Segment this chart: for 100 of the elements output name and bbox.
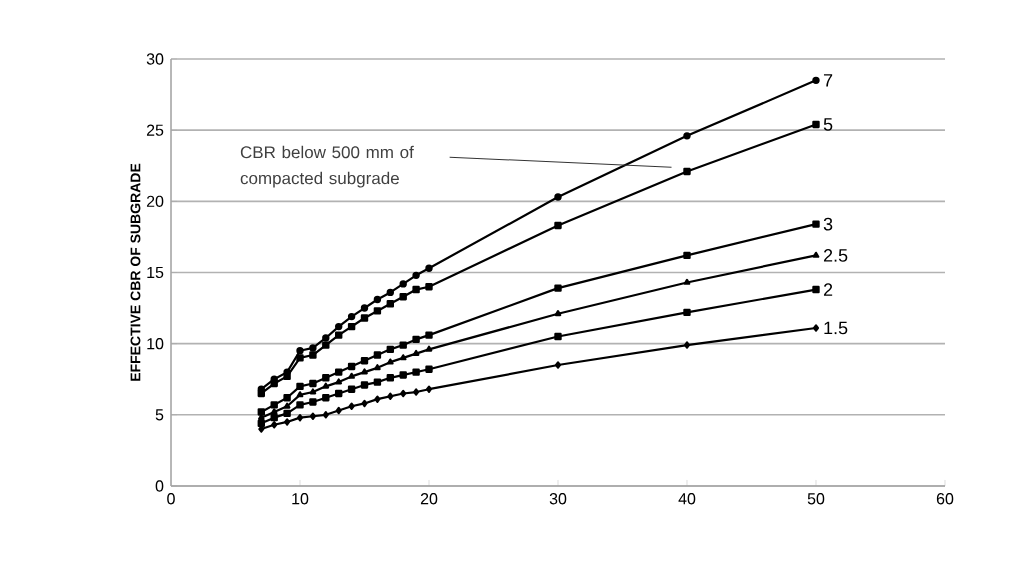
point xyxy=(425,385,433,393)
point xyxy=(683,308,691,317)
point xyxy=(335,406,342,415)
point xyxy=(296,354,304,362)
x-tick-label: 50 xyxy=(807,493,825,505)
point xyxy=(322,411,329,419)
point xyxy=(322,341,330,349)
point xyxy=(257,389,266,398)
point xyxy=(335,322,343,331)
point xyxy=(386,358,394,365)
y-tick-label: 30 xyxy=(146,53,164,65)
point xyxy=(335,368,343,376)
point xyxy=(425,365,433,373)
point xyxy=(347,385,356,393)
series-label: 1.5 xyxy=(824,321,848,335)
point xyxy=(347,362,356,371)
point xyxy=(373,351,382,359)
point xyxy=(812,251,820,258)
point xyxy=(283,402,291,409)
y-tick-label: 15 xyxy=(147,266,164,279)
point xyxy=(373,295,382,304)
series-label: 3 xyxy=(823,217,833,231)
point xyxy=(360,314,369,322)
point xyxy=(399,354,407,361)
point xyxy=(554,221,562,230)
point xyxy=(283,372,291,381)
point xyxy=(309,398,317,406)
point xyxy=(425,264,433,272)
point xyxy=(270,379,278,388)
point xyxy=(683,167,691,176)
point xyxy=(683,251,691,260)
point xyxy=(554,361,562,369)
point xyxy=(257,408,266,416)
point xyxy=(373,307,382,315)
point xyxy=(387,392,394,401)
point xyxy=(270,401,278,409)
point xyxy=(270,408,278,415)
point xyxy=(322,374,330,382)
point xyxy=(322,394,330,402)
point xyxy=(348,372,355,379)
point xyxy=(812,120,820,129)
point xyxy=(296,413,304,422)
annotation: CBR below 500 mm of compacted subgrade xyxy=(240,145,414,188)
point xyxy=(374,395,381,403)
point xyxy=(412,271,420,280)
point xyxy=(296,382,304,391)
point xyxy=(309,351,317,359)
point xyxy=(554,193,562,201)
point xyxy=(412,368,420,376)
point xyxy=(812,220,820,228)
point xyxy=(412,349,420,357)
point xyxy=(322,382,330,389)
y-axis-title: EFFECTIVE CBR OF SUBGRADE xyxy=(130,163,141,381)
point xyxy=(386,300,394,308)
point xyxy=(425,283,433,291)
point xyxy=(399,280,407,288)
point xyxy=(412,285,420,294)
series-label: 5 xyxy=(823,118,833,131)
point xyxy=(257,419,266,428)
point xyxy=(683,341,691,349)
point xyxy=(309,388,317,395)
point xyxy=(322,334,330,342)
point xyxy=(425,345,433,352)
y-tick-label: 20 xyxy=(146,195,164,207)
point xyxy=(309,379,317,388)
point xyxy=(683,278,691,285)
point xyxy=(399,292,407,301)
point xyxy=(386,288,394,297)
y-tick-label: 0 xyxy=(155,480,164,492)
point xyxy=(335,389,343,398)
point xyxy=(296,347,304,355)
point xyxy=(400,389,407,398)
point xyxy=(683,132,691,140)
point xyxy=(360,357,369,365)
x-tick-label: 40 xyxy=(678,493,696,505)
point xyxy=(413,388,420,396)
point xyxy=(335,331,343,339)
point xyxy=(296,391,304,398)
point xyxy=(386,374,394,382)
point xyxy=(347,312,356,321)
x-tick-label: 0 xyxy=(167,493,175,505)
series-label: 2 xyxy=(823,283,833,296)
series-label: 7 xyxy=(823,74,833,87)
point xyxy=(399,371,407,379)
point xyxy=(399,341,407,349)
point xyxy=(412,335,420,344)
point xyxy=(554,284,562,292)
point xyxy=(283,409,291,418)
point xyxy=(283,394,291,402)
point xyxy=(361,368,368,375)
point xyxy=(347,322,356,331)
point xyxy=(309,412,316,420)
series-label: 2.5 xyxy=(823,249,848,262)
point xyxy=(360,304,369,312)
point xyxy=(360,381,369,389)
point xyxy=(348,402,355,410)
x-tick-label: 60 xyxy=(936,493,954,505)
y-tick-label: 10 xyxy=(147,338,164,350)
x-tick-label: 30 xyxy=(549,493,567,505)
x-tick-label: 20 xyxy=(420,493,438,505)
